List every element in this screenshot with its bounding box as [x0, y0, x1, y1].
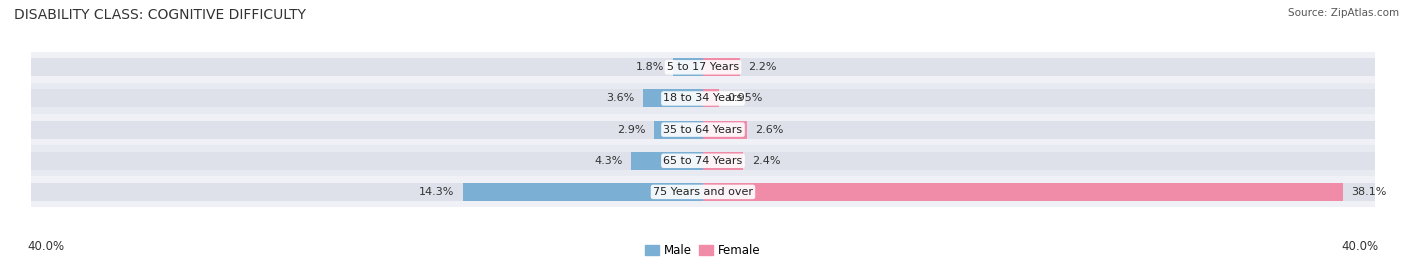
- Bar: [703, 152, 744, 170]
- Text: 0.95%: 0.95%: [727, 93, 762, 103]
- Text: 2.4%: 2.4%: [752, 156, 780, 166]
- Bar: [703, 121, 747, 139]
- Bar: [643, 89, 703, 107]
- Text: 18 to 34 Years: 18 to 34 Years: [664, 93, 742, 103]
- Text: 38.1%: 38.1%: [1351, 187, 1386, 197]
- Bar: [463, 183, 703, 201]
- Text: Source: ZipAtlas.com: Source: ZipAtlas.com: [1288, 8, 1399, 18]
- Text: 2.9%: 2.9%: [617, 124, 645, 135]
- Bar: [31, 176, 1375, 207]
- Text: 35 to 64 Years: 35 to 64 Years: [664, 124, 742, 135]
- Bar: [31, 121, 1375, 139]
- Text: 40.0%: 40.0%: [28, 240, 65, 253]
- Bar: [631, 152, 703, 170]
- Text: DISABILITY CLASS: COGNITIVE DIFFICULTY: DISABILITY CLASS: COGNITIVE DIFFICULTY: [14, 8, 307, 22]
- Text: 14.3%: 14.3%: [419, 187, 454, 197]
- Text: 75 Years and over: 75 Years and over: [652, 187, 754, 197]
- Bar: [672, 58, 703, 76]
- Bar: [703, 183, 1343, 201]
- Bar: [31, 152, 1375, 170]
- Bar: [31, 183, 1375, 201]
- Text: 1.8%: 1.8%: [636, 62, 665, 72]
- Bar: [31, 52, 1375, 83]
- Text: 40.0%: 40.0%: [1341, 240, 1378, 253]
- Legend: Male, Female: Male, Female: [641, 239, 765, 261]
- Bar: [654, 121, 703, 139]
- Text: 3.6%: 3.6%: [606, 93, 634, 103]
- Text: 2.2%: 2.2%: [748, 62, 778, 72]
- Bar: [31, 89, 1375, 107]
- Text: 5 to 17 Years: 5 to 17 Years: [666, 62, 740, 72]
- Bar: [31, 83, 1375, 114]
- Text: 65 to 74 Years: 65 to 74 Years: [664, 156, 742, 166]
- Bar: [31, 114, 1375, 145]
- Bar: [31, 145, 1375, 176]
- Bar: [703, 58, 740, 76]
- Bar: [703, 89, 718, 107]
- Text: 4.3%: 4.3%: [593, 156, 623, 166]
- Bar: [31, 58, 1375, 76]
- Text: 2.6%: 2.6%: [755, 124, 783, 135]
